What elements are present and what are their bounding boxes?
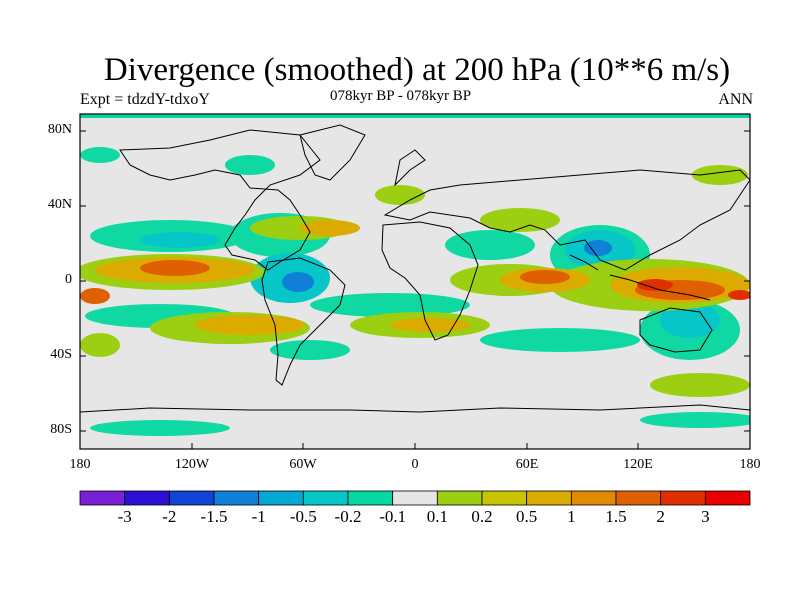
colorbar-swatch: [302, 490, 349, 506]
colorbar-swatch: [660, 490, 706, 506]
colorbar-swatch: [124, 490, 170, 506]
colorbar-label: 3: [701, 507, 710, 526]
colorbar-label: -0.1: [379, 507, 407, 526]
lon-tick-label: 180: [739, 457, 761, 472]
colorbar-label: 1.5: [605, 507, 627, 526]
colorbar-label: -3: [117, 507, 132, 526]
season-label: ANN: [718, 91, 753, 108]
lat-tick-label: 0: [65, 272, 72, 287]
lat-tick-label: 40S: [50, 347, 72, 362]
colorbar-swatch: [615, 490, 662, 506]
lon-tick-label: 60E: [515, 457, 539, 472]
lat-tick-label: 80N: [47, 122, 72, 137]
colorbar-label: 2: [656, 507, 665, 526]
colorbar: [79, 490, 751, 506]
lon-tick-label: 120E: [623, 457, 653, 472]
colorbar-swatch: [79, 490, 126, 506]
coastlines: [80, 124, 750, 413]
axis-ticks: [79, 130, 751, 449]
colorbar-label: -2: [162, 507, 177, 526]
colorbar-label: 1: [567, 507, 576, 526]
lon-tick-label: 0: [411, 457, 419, 472]
colorbar-swatch: [258, 490, 304, 506]
colorbar-swatch: [392, 490, 438, 506]
period-label: 078kyr BP - 078kyr BP: [330, 88, 472, 104]
colorbar-label: 0.2: [471, 507, 493, 526]
experiment-label: Expt = tdzdY-tdxoY: [80, 91, 210, 108]
colorbar-label: -1: [251, 507, 266, 526]
lon-tick-label: 60W: [289, 457, 317, 472]
colorbar-swatch: [481, 490, 528, 506]
colorbar-swatch: [704, 490, 751, 506]
lon-tick-label: 180: [69, 457, 91, 472]
colorbar-label: -0.5: [289, 507, 317, 526]
colorbar-swatch: [168, 490, 215, 506]
plot-title: Divergence (smoothed) at 200 hPa (10**6 …: [103, 52, 731, 88]
colorbar-swatch: [570, 490, 617, 506]
colorbar-swatch: [436, 490, 483, 506]
colorbar-label: -0.2: [334, 507, 362, 526]
colorbar-label: -1.5: [200, 507, 228, 526]
colorbar-swatch: [213, 490, 260, 506]
colorbar-swatch: [347, 490, 394, 506]
lat-tick-label: 80S: [50, 422, 72, 437]
divergence-field: [80, 114, 750, 436]
colorbar-label: 0.1: [426, 507, 448, 526]
colorbar-swatch: [526, 490, 572, 506]
lon-tick-label: 120W: [174, 457, 210, 472]
lat-tick-label: 40N: [47, 197, 72, 212]
colorbar-label: 0.5: [516, 507, 538, 526]
